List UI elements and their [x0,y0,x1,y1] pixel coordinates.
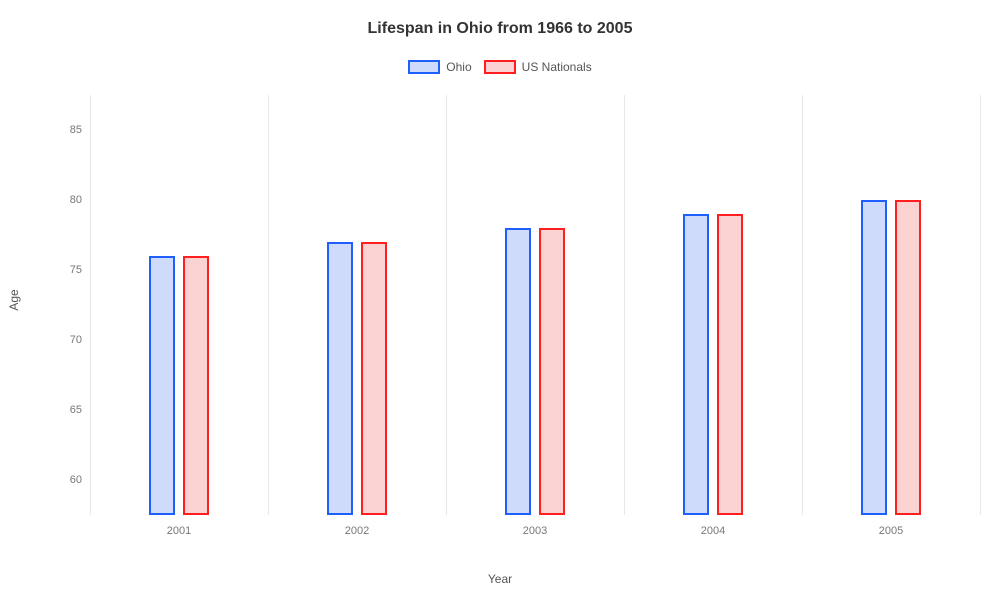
bar [717,214,743,515]
y-tick: 80 [54,194,82,206]
bar [539,228,565,515]
x-tick: 2002 [345,525,369,537]
gridline [90,95,91,515]
chart-title: Lifespan in Ohio from 1966 to 2005 [0,0,1000,38]
gridline [624,95,625,515]
bar [361,242,387,515]
bar [861,200,887,515]
y-axis-label: Age [7,289,21,310]
legend-swatch-us [484,60,516,74]
gridline [802,95,803,515]
bar [505,228,531,515]
gridline [268,95,269,515]
gridline [980,95,981,515]
plot-area: 20012002200320042005 [90,95,980,515]
x-tick: 2005 [879,525,903,537]
y-tick: 70 [54,334,82,346]
bar [149,256,175,515]
plot-wrap: 606570758085 20012002200320042005 [60,95,980,515]
x-tick: 2003 [523,525,547,537]
bar [327,242,353,515]
legend-item-us: US Nationals [484,60,592,74]
x-axis-label: Year [488,572,512,586]
x-tick: 2004 [701,525,725,537]
bar [895,200,921,515]
y-tick: 60 [54,474,82,486]
bar [683,214,709,515]
legend-label-us: US Nationals [522,60,592,74]
legend-item-ohio: Ohio [408,60,471,74]
legend-label-ohio: Ohio [446,60,471,74]
y-tick: 65 [54,404,82,416]
gridline [446,95,447,515]
x-tick: 2001 [167,525,191,537]
legend-swatch-ohio [408,60,440,74]
bar [183,256,209,515]
y-tick: 75 [54,264,82,276]
legend: Ohio US Nationals [0,60,1000,74]
y-tick: 85 [54,124,82,136]
